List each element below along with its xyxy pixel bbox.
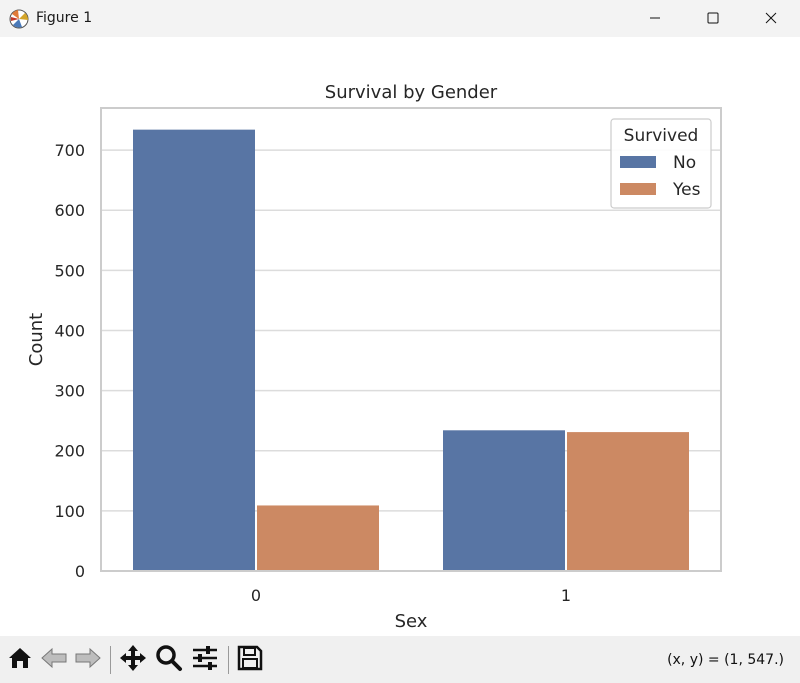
legend-swatch-no xyxy=(620,156,656,168)
legend-label-yes: Yes xyxy=(672,180,701,200)
save-button[interactable] xyxy=(234,645,266,675)
back-button[interactable] xyxy=(38,645,70,675)
home-button[interactable] xyxy=(4,645,36,675)
y-axis-label: Count xyxy=(26,313,47,366)
home-icon xyxy=(7,646,33,674)
pan-button[interactable] xyxy=(117,645,149,675)
maximize-icon xyxy=(707,9,719,28)
legend-label-no: No xyxy=(673,153,696,173)
y-tick-label: 100 xyxy=(54,502,85,521)
axes-frame xyxy=(100,107,722,572)
close-button[interactable] xyxy=(742,0,800,37)
title-bar[interactable]: Figure 1 xyxy=(0,0,800,37)
configure-subplots-button[interactable] xyxy=(189,645,221,675)
bar-yes-0 xyxy=(257,505,379,571)
toolbar-separator xyxy=(228,646,229,674)
y-tick-label: 0 xyxy=(75,562,85,581)
x-tick-label: 1 xyxy=(561,586,571,605)
navigation-toolbar: (x, y) = (1, 547.) xyxy=(0,636,800,683)
y-tick-label: 200 xyxy=(54,442,85,461)
legend-title: Survived xyxy=(624,126,699,146)
maximize-button[interactable] xyxy=(684,0,742,37)
matplotlib-figure-icon xyxy=(8,8,30,30)
forward-arrow-icon xyxy=(74,646,102,674)
bar-no-1 xyxy=(443,430,565,571)
forward-button[interactable] xyxy=(72,645,104,675)
legend-swatch-yes xyxy=(620,183,656,195)
zoom-button[interactable] xyxy=(153,645,185,675)
toolbar-separator xyxy=(110,646,111,674)
save-icon xyxy=(237,645,263,675)
configure-subplots-icon xyxy=(191,645,219,675)
x-axis-label: Sex xyxy=(395,611,428,632)
chart-title: Survival by Gender xyxy=(325,82,498,103)
y-tick-label: 600 xyxy=(54,201,85,220)
bar-yes-1 xyxy=(567,432,689,571)
y-tick-label: 400 xyxy=(54,321,85,340)
minimize-button[interactable] xyxy=(626,0,684,37)
y-tick-label: 700 xyxy=(54,141,85,160)
minimize-icon xyxy=(649,9,661,28)
window-title: Figure 1 xyxy=(36,10,93,26)
figure-canvas[interactable]: 0 100 200 300 400 500 600 700 0 1 Survival by Gend… xyxy=(0,37,800,636)
cursor-coordinates: (x, y) = (1, 547.) xyxy=(667,652,784,668)
back-arrow-icon xyxy=(40,646,68,674)
bar-chart: 0 100 200 300 400 500 600 700 0 1 Survival by Gend… xyxy=(26,82,722,632)
bar-no-0 xyxy=(133,129,255,571)
x-tick-label: 0 xyxy=(251,586,261,605)
zoom-icon xyxy=(155,644,183,676)
close-icon xyxy=(765,9,777,28)
y-tick-label: 300 xyxy=(54,382,85,401)
y-tick-label: 500 xyxy=(54,261,85,280)
pan-icon xyxy=(119,644,147,676)
